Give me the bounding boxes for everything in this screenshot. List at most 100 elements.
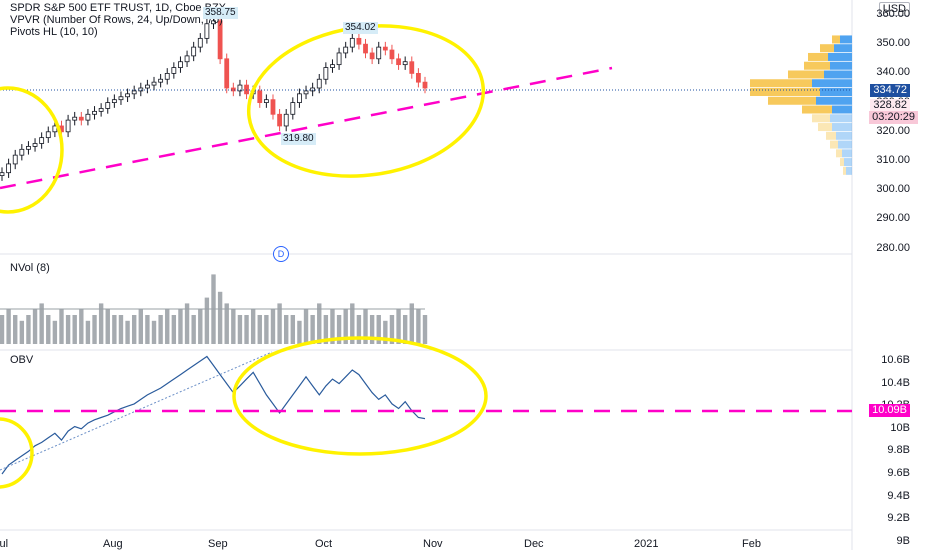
time-tick: Nov [423, 538, 443, 550]
countdown-badge: 03:20:29 [869, 111, 918, 124]
vpvr-bar-down [838, 140, 852, 149]
volume-bar [310, 315, 315, 344]
price-candle [297, 93, 302, 103]
price-candle [263, 99, 269, 104]
trendline-dashed [0, 66, 613, 190]
price-candle [39, 137, 45, 144]
obv-tick: 9.4B [887, 489, 910, 502]
volume-bar [98, 303, 104, 344]
price-candle [211, 20, 216, 25]
price-candle [111, 99, 117, 104]
volume-bar [112, 315, 117, 344]
obv-tick: 9.6B [887, 467, 910, 479]
volume-bar [32, 309, 38, 344]
volume-bar [184, 303, 190, 344]
price-tick: 310.00 [876, 154, 910, 166]
vpvr-bar-down [830, 114, 852, 123]
price-candle [72, 116, 78, 121]
price-tick: 340.00 [876, 66, 910, 79]
volume-bar [79, 309, 84, 344]
time-tick: Jul [0, 538, 9, 550]
volume-bar [178, 309, 183, 344]
pivot-low-label: 319.80 [281, 133, 316, 145]
price-candle [382, 46, 388, 51]
volume-bar [250, 309, 256, 344]
price-tick: 280.00 [876, 241, 910, 254]
volume-bar [409, 303, 414, 344]
price-candle [19, 148, 25, 156]
price-candle [330, 64, 335, 68]
price-candle [178, 61, 183, 68]
price-candle [402, 61, 408, 66]
obv-tick: 9.8B [887, 444, 910, 457]
price-candle [389, 49, 395, 60]
vpvr-bar-down [830, 61, 852, 70]
price-candle [171, 67, 177, 74]
price-tick: 360.00 [876, 8, 910, 20]
price-candle [158, 78, 164, 83]
currency-label[interactable]: USD [878, 2, 910, 16]
price-candle [145, 84, 150, 89]
vpvr-bar-up [818, 123, 832, 132]
price-candle [125, 93, 130, 98]
volume-bar [290, 315, 296, 344]
volume-bar [46, 315, 51, 344]
volume-bar [237, 315, 243, 344]
vpvr-bar-down [840, 35, 852, 44]
vpvr-bar-down [832, 123, 852, 132]
price-candle [396, 58, 401, 66]
volume-bar [158, 315, 163, 344]
price-candle [204, 23, 210, 39]
dividend-marker[interactable]: D [273, 246, 289, 262]
price-candle [415, 73, 421, 83]
volume-bar [151, 320, 157, 344]
volume-bar [19, 320, 25, 344]
price-candle [409, 61, 415, 74]
volume-bar [277, 303, 282, 344]
vpvr-bar-down [812, 79, 852, 88]
volume-bar [171, 315, 177, 344]
volume-bar [383, 320, 388, 344]
obv-tick: 10B [890, 421, 910, 434]
volume-bar [323, 315, 329, 344]
price-candle [303, 90, 309, 95]
volume-bar [303, 309, 309, 344]
vpvr-bar-up [808, 52, 828, 61]
volume-bar [125, 320, 130, 344]
volume-bar [416, 309, 421, 344]
price-candle [349, 37, 355, 48]
price-candle [422, 81, 428, 89]
level-badge: 328.82 [870, 99, 910, 112]
vpvr-label: VPVR (Number Of Rows, 24, Up/Down, 70) [10, 14, 223, 26]
volume-bar [198, 309, 203, 344]
price-candle [369, 52, 375, 60]
vpvr-bar-down [816, 96, 852, 105]
vpvr-bar-down [820, 88, 852, 96]
price-candle [343, 46, 349, 54]
volume-bar [297, 320, 302, 344]
vpvr-bar-up [750, 88, 820, 96]
vpvr-bar-up [843, 166, 846, 175]
obv-level-badge: 10.09B [869, 404, 910, 417]
price-candle [356, 37, 362, 45]
volume-bar [85, 320, 91, 344]
volume-bar [145, 315, 150, 344]
volume-bar [369, 315, 375, 344]
price-candle [310, 87, 316, 92]
volume-bar [363, 309, 368, 344]
symbol-title: SPDR S&P 500 ETF TRUST, 1D, Cboe BZX [10, 2, 227, 14]
volume-bar [257, 315, 262, 344]
pivot-high-label: 354.02 [343, 22, 378, 34]
volume-bar [422, 315, 428, 344]
price-candle [257, 90, 263, 103]
volume-bar [343, 309, 348, 344]
price-candle [184, 55, 190, 63]
volume-bar [39, 303, 44, 344]
volume-bar [396, 309, 401, 344]
price-candle [323, 67, 329, 80]
vpvr-bar-down [836, 131, 852, 140]
price-tick: 350.00 [876, 37, 910, 50]
price-candle [92, 110, 97, 115]
